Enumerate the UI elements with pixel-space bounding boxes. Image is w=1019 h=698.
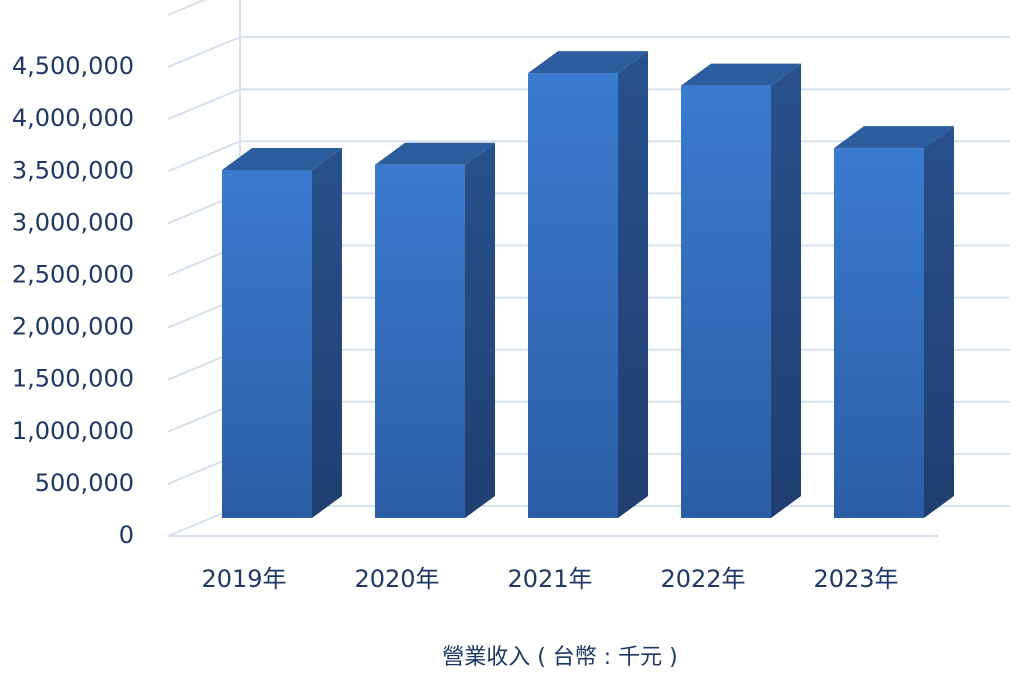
bar <box>375 164 465 518</box>
x-tick-label: 2019年 <box>201 565 286 593</box>
x-tick-label: 2021年 <box>507 565 592 593</box>
axis-title: 營業收入 ( 台幣 : 千元 ) <box>442 645 678 670</box>
y-tick-label: 0 <box>119 521 134 549</box>
y-tick-label: 1,000,000 <box>12 417 134 445</box>
bar-side <box>312 147 342 519</box>
y-tick-label: 3,000,000 <box>12 208 134 236</box>
bar-top <box>222 147 342 170</box>
y-tick-label: 2,000,000 <box>12 313 134 341</box>
grid-line <box>167 36 1010 69</box>
x-tick-label: 2022年 <box>660 565 745 593</box>
bar-side <box>771 63 801 518</box>
y-tick-label: 1,500,000 <box>12 365 134 393</box>
x-tick-label: 2023年 <box>813 565 898 593</box>
bar-top <box>375 142 495 165</box>
y-tick-label: 4,500,000 <box>12 52 134 80</box>
y-tick-label: 4,000,000 <box>12 104 134 132</box>
y-tick-label: 2,500,000 <box>12 261 134 289</box>
bar <box>222 169 312 519</box>
bar-top <box>681 63 801 86</box>
bar <box>834 148 924 518</box>
bar-top <box>834 126 954 149</box>
bar-side <box>618 51 648 518</box>
x-tick-label: 2020年 <box>354 565 439 593</box>
y-tick-label: 500,000 <box>35 469 134 497</box>
bar <box>681 85 771 518</box>
bar-top <box>528 51 648 74</box>
y-tick-label: 3,500,000 <box>12 156 134 184</box>
bar-side <box>465 142 495 518</box>
grid-line <box>167 0 207 16</box>
bar <box>528 73 618 518</box>
bar-side <box>924 126 954 518</box>
